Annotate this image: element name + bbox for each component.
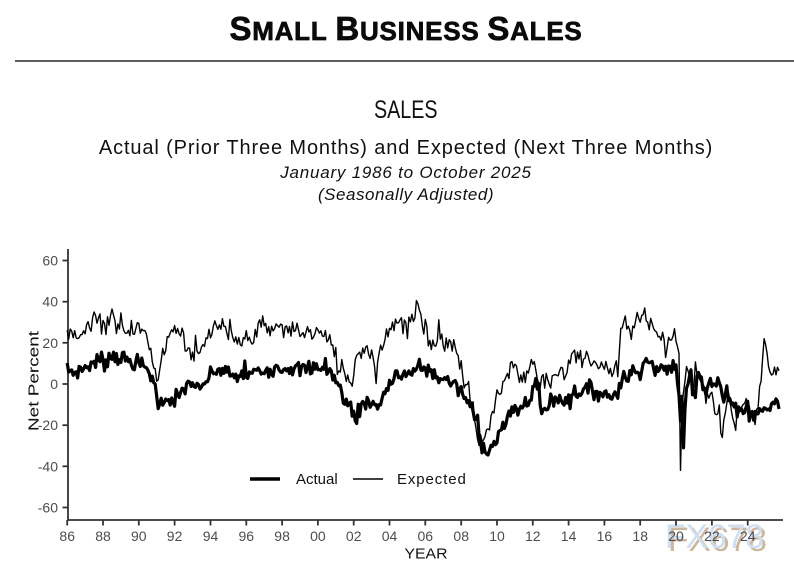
svg-text:0: 0: [50, 376, 58, 392]
svg-text:90: 90: [131, 528, 147, 544]
svg-text:92: 92: [167, 528, 183, 544]
svg-text:Expected: Expected: [397, 471, 467, 488]
svg-text:Net Percent: Net Percent: [26, 330, 43, 431]
svg-text:-40: -40: [38, 458, 58, 474]
svg-text:06: 06: [418, 528, 434, 544]
svg-text:40: 40: [42, 294, 58, 310]
svg-text:04: 04: [382, 528, 398, 544]
svg-text:14: 14: [561, 528, 577, 544]
svg-text:12: 12: [525, 528, 541, 544]
svg-text:96: 96: [239, 528, 255, 544]
svg-text:24: 24: [740, 528, 756, 544]
svg-text:08: 08: [453, 528, 469, 544]
svg-text:88: 88: [95, 528, 111, 544]
svg-text:16: 16: [597, 528, 613, 544]
svg-text:94: 94: [203, 528, 219, 544]
svg-text:-20: -20: [38, 417, 58, 433]
svg-text:YEAR: YEAR: [405, 546, 448, 563]
svg-text:-60: -60: [38, 500, 58, 516]
svg-text:22: 22: [704, 528, 720, 544]
svg-text:18: 18: [632, 528, 648, 544]
svg-text:20: 20: [42, 335, 58, 351]
svg-text:20: 20: [668, 528, 684, 544]
svg-text:00: 00: [310, 528, 326, 544]
svg-text:60: 60: [42, 253, 58, 269]
svg-text:FX678: FX678: [668, 521, 767, 559]
svg-text:10: 10: [489, 528, 505, 544]
svg-text:02: 02: [346, 528, 362, 544]
svg-text:98: 98: [274, 528, 290, 544]
svg-text:Actual: Actual: [296, 471, 338, 488]
svg-text:86: 86: [59, 528, 75, 544]
